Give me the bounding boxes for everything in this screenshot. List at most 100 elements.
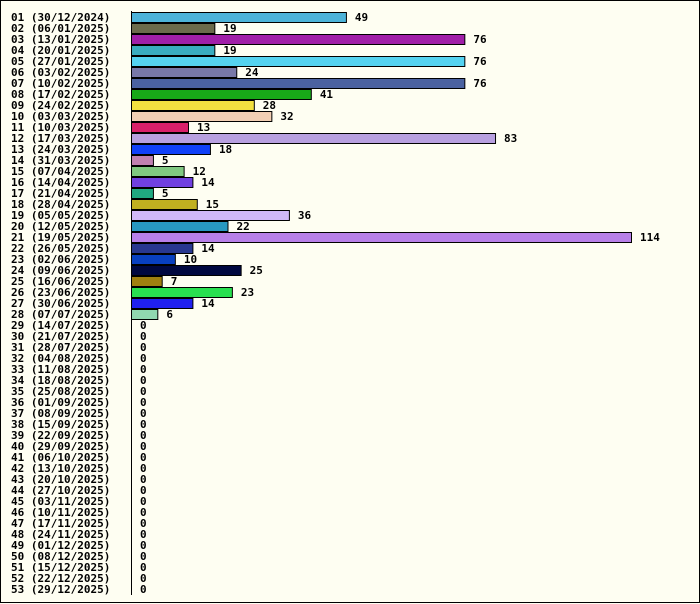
value-label: 0 — [140, 528, 147, 541]
bar — [131, 144, 211, 155]
value-label: 14 — [201, 297, 215, 310]
value-label: 0 — [140, 550, 147, 563]
value-label: 76 — [473, 77, 487, 90]
category-label: 52 (22/12/2025) — [11, 572, 110, 585]
value-label: 36 — [298, 209, 312, 222]
category-label: 01 (30/12/2024) — [11, 11, 110, 24]
value-label: 0 — [140, 440, 147, 453]
category-label: 49 (01/12/2025) — [11, 539, 110, 552]
value-label: 6 — [166, 308, 173, 321]
category-label: 30 (21/07/2025) — [11, 330, 110, 343]
value-label: 5 — [162, 154, 169, 167]
category-label: 24 (09/06/2025) — [11, 264, 110, 277]
bar — [131, 243, 194, 254]
bar — [131, 309, 159, 320]
value-label: 0 — [140, 506, 147, 519]
category-label: 41 (06/10/2025) — [11, 451, 110, 464]
category-label: 50 (08/12/2025) — [11, 550, 110, 563]
category-label: 04 (20/01/2025) — [11, 44, 110, 57]
category-label: 18 (28/04/2025) — [11, 198, 110, 211]
category-label: 35 (25/08/2025) — [11, 385, 110, 398]
value-label: 0 — [140, 473, 147, 486]
value-label: 0 — [140, 451, 147, 464]
category-label: 47 (17/11/2025) — [11, 517, 110, 530]
bar — [131, 276, 163, 287]
bar — [131, 155, 154, 166]
value-label: 15 — [206, 198, 219, 211]
bar — [131, 221, 229, 232]
category-label: 38 (15/09/2025) — [11, 418, 110, 431]
value-label: 49 — [355, 11, 368, 24]
value-label: 0 — [140, 352, 147, 365]
value-label: 19 — [223, 44, 236, 57]
category-label: 26 (23/06/2025) — [11, 286, 110, 299]
bar — [131, 67, 238, 78]
category-label: 37 (08/09/2025) — [11, 407, 110, 420]
bar — [131, 188, 154, 199]
category-label: 15 (07/04/2025) — [11, 165, 110, 178]
value-label: 0 — [140, 495, 147, 508]
category-label: 43 (20/10/2025) — [11, 473, 110, 486]
value-label: 41 — [320, 88, 334, 101]
value-label: 28 — [263, 99, 276, 112]
category-label: 40 (29/09/2025) — [11, 440, 110, 453]
category-label: 17 (21/04/2025) — [11, 187, 110, 200]
category-label: 20 (12/05/2025) — [11, 220, 110, 233]
value-label: 14 — [201, 242, 215, 255]
category-label: 09 (24/02/2025) — [11, 99, 110, 112]
bar — [131, 232, 632, 243]
value-label: 7 — [171, 275, 178, 288]
value-label: 0 — [140, 484, 147, 497]
category-label: 03 (13/01/2025) — [11, 33, 110, 46]
bar — [131, 34, 466, 45]
category-label: 51 (15/12/2025) — [11, 561, 110, 574]
category-label: 42 (13/10/2025) — [11, 462, 110, 475]
value-label: 0 — [140, 396, 147, 409]
value-label: 0 — [140, 572, 147, 585]
bar — [131, 177, 194, 188]
value-label: 13 — [197, 121, 210, 134]
value-label: 0 — [140, 418, 147, 431]
value-label: 19 — [223, 22, 236, 35]
category-label: 45 (03/11/2025) — [11, 495, 110, 508]
category-label: 31 (28/07/2025) — [11, 341, 110, 354]
bar — [131, 254, 176, 265]
value-label: 0 — [140, 319, 147, 332]
category-label: 34 (18/08/2025) — [11, 374, 110, 387]
category-label: 06 (03/02/2025) — [11, 66, 110, 79]
value-label: 22 — [236, 220, 249, 233]
value-label: 0 — [140, 583, 147, 596]
value-label: 25 — [250, 264, 263, 277]
category-label: 39 (22/09/2025) — [11, 429, 110, 442]
category-label: 23 (02/06/2025) — [11, 253, 110, 266]
value-labels: 4919761976247641283213831851214515362211… — [140, 11, 660, 596]
category-label: 08 (17/02/2025) — [11, 88, 110, 101]
bars — [131, 12, 632, 320]
value-label: 0 — [140, 385, 147, 398]
category-label: 14 (31/03/2025) — [11, 154, 110, 167]
category-label: 02 (06/01/2025) — [11, 22, 110, 35]
value-label: 18 — [219, 143, 232, 156]
category-label: 11 (10/03/2025) — [11, 121, 110, 134]
value-label: 32 — [280, 110, 293, 123]
category-label: 16 (14/04/2025) — [11, 176, 110, 189]
category-label: 46 (10/11/2025) — [11, 506, 110, 519]
bar — [131, 210, 290, 221]
value-label: 83 — [504, 132, 517, 145]
category-label: 44 (27/10/2025) — [11, 484, 110, 497]
value-label: 0 — [140, 539, 147, 552]
value-label: 14 — [201, 176, 215, 189]
category-label: 22 (26/05/2025) — [11, 242, 110, 255]
category-label: 25 (16/06/2025) — [11, 275, 110, 288]
bar — [131, 78, 466, 89]
bar — [131, 12, 347, 23]
category-label: 19 (05/05/2025) — [11, 209, 110, 222]
value-label: 0 — [140, 429, 147, 442]
value-label: 12 — [193, 165, 206, 178]
bar — [131, 166, 185, 177]
bar — [131, 89, 312, 100]
value-label: 0 — [140, 341, 147, 354]
category-label: 32 (04/08/2025) — [11, 352, 110, 365]
bar — [131, 265, 242, 276]
